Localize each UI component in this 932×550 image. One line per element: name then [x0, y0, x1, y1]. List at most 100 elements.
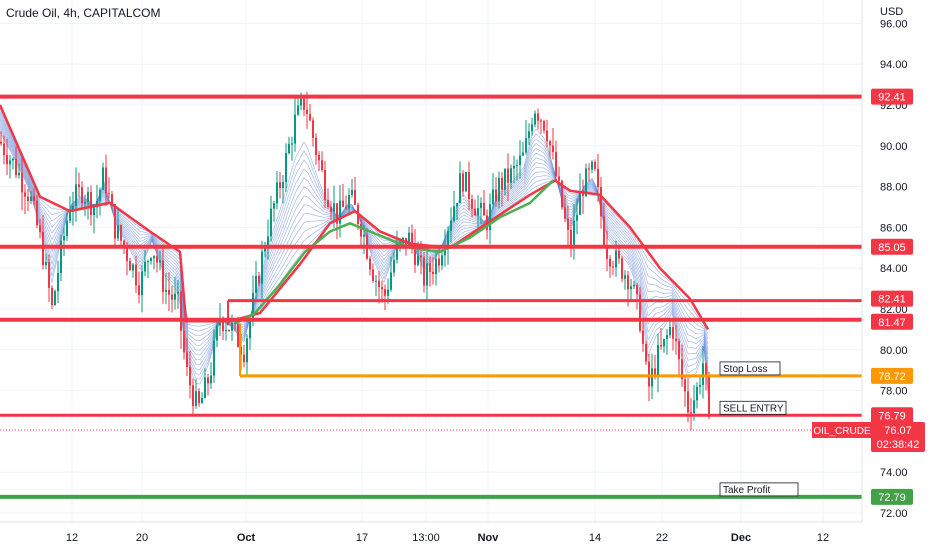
candle-body [96, 200, 98, 208]
price-tick-label: 94.00 [880, 59, 908, 71]
candle-body [708, 375, 710, 417]
time-tick-label: 17 [356, 532, 368, 544]
time-tick-label: 12 [66, 532, 78, 544]
candle-body [450, 220, 452, 231]
resistance-92-price-tag [871, 88, 913, 105]
candle-body [585, 168, 587, 196]
candle-body [84, 202, 86, 204]
candle-body [309, 113, 311, 121]
candle-body [216, 325, 218, 341]
candle-body [528, 131, 530, 139]
time-tick-label: 13:00 [412, 532, 440, 544]
candle-body [597, 168, 599, 187]
resistance-81-price-label: 81.47 [878, 317, 906, 329]
candle-body [591, 161, 593, 170]
candle-body [108, 193, 110, 195]
candle-body [657, 345, 659, 375]
candle-body [225, 329, 227, 332]
time-tick-label: Nov [478, 532, 500, 544]
time-tick-label: Dec [731, 532, 751, 544]
candle-body [669, 327, 671, 336]
candle-body [453, 206, 455, 221]
candle-body [174, 293, 176, 300]
candle-body [372, 269, 374, 282]
candle-body [480, 202, 482, 209]
moving-average-green [234, 179, 554, 325]
candle-body [24, 192, 26, 197]
candle-body [54, 291, 56, 305]
price-tick-label: 84.00 [880, 263, 908, 275]
candle-body [57, 273, 59, 292]
candle-body [267, 236, 269, 249]
candle-body [540, 120, 542, 122]
candle-body [606, 245, 608, 259]
candle-body [222, 319, 224, 332]
symbol-title: Crude Oil, 4h, CAPITALCOM [6, 6, 161, 20]
candle-body [189, 366, 191, 386]
candle-body [186, 352, 188, 367]
candle-body [666, 335, 668, 339]
candle-body [579, 191, 581, 215]
candle-body [282, 182, 284, 189]
candle-body [213, 340, 215, 376]
candle-body [621, 258, 623, 279]
candle-body [393, 259, 395, 273]
candle-body [414, 243, 416, 265]
take-profit-annotation: Take Profit [723, 485, 770, 496]
candle-body [696, 386, 698, 401]
candle-body [618, 250, 620, 259]
candle-body [291, 143, 293, 145]
candle-body [627, 275, 629, 290]
candle-body [249, 318, 251, 339]
candle-body [99, 189, 101, 201]
candle-body [456, 203, 458, 207]
candle-body [396, 243, 398, 260]
candle-body [699, 385, 701, 387]
candle-body [609, 258, 611, 267]
candle-body [156, 255, 158, 263]
candle-body [354, 189, 356, 205]
candle-body [138, 285, 140, 296]
candle-body [471, 199, 473, 209]
candle-body [180, 291, 182, 331]
candle-body [183, 330, 185, 353]
stop-loss-annotation: Stop Loss [723, 364, 767, 375]
candle-body [147, 261, 149, 263]
candle-body [210, 375, 212, 384]
candle-body [6, 155, 8, 165]
candle-body [573, 220, 575, 247]
candle-body [33, 196, 35, 201]
candle-body [492, 189, 494, 205]
candle-body [21, 172, 23, 193]
moving-averages [0, 104, 710, 331]
candle-body [360, 223, 362, 237]
candle-body [144, 261, 146, 272]
candle-body [336, 203, 338, 224]
candle-body [426, 263, 428, 286]
candle-body [411, 232, 413, 244]
candle-body [678, 341, 680, 360]
candle-body [303, 98, 305, 110]
candle-body [75, 184, 77, 206]
take-profit-annotation-box [719, 482, 799, 497]
candle-body [69, 209, 71, 221]
candle-body [60, 240, 62, 274]
candle-body [327, 199, 329, 207]
candle-body [516, 165, 518, 167]
candle-body [351, 189, 353, 196]
candle-body [672, 327, 674, 339]
candle-body [333, 203, 335, 212]
current-price-label: 76.07 [884, 425, 912, 437]
candle-body [381, 287, 383, 290]
sell-entry-annotation: SELL ENTRY [723, 403, 784, 414]
candle-body [651, 368, 653, 387]
time-axis[interactable]: 12 20 Oct 17 13:00 Nov 14 22 Dec 12 [66, 532, 829, 544]
candle-body [288, 143, 290, 154]
candle-body [432, 271, 434, 275]
candle-body [243, 354, 245, 363]
candle-body [648, 361, 650, 387]
candle-body [594, 161, 596, 169]
time-tick-label: Oct [237, 532, 256, 544]
symbol-tag [812, 421, 872, 438]
